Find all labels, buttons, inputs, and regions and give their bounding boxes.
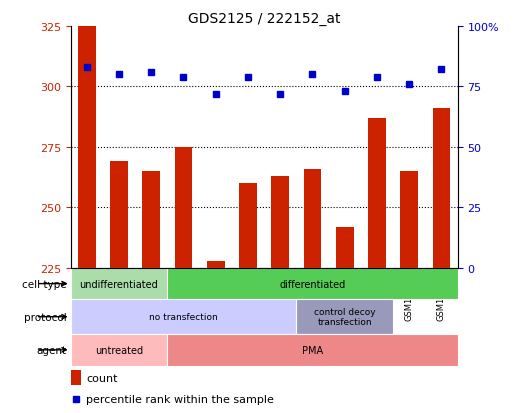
Bar (207, 261, 224, 268)
Bar (167, 334, 458, 366)
Bar (304, 169, 321, 268)
Text: agent: agent (37, 345, 67, 355)
Bar (167, 268, 458, 300)
Bar (401, 172, 418, 268)
Text: no transfection: no transfection (149, 313, 218, 321)
Bar (336, 227, 354, 268)
Bar (110, 162, 128, 268)
Text: control decoy
transfection: control decoy transfection (314, 307, 376, 327)
Bar (368, 119, 386, 268)
Bar (175, 147, 192, 268)
Text: untreated: untreated (95, 345, 143, 355)
Bar (71, 268, 167, 300)
Bar (271, 176, 289, 268)
Title: GDS2125 / 222152_at: GDS2125 / 222152_at (188, 12, 340, 26)
Bar (142, 172, 160, 268)
Text: differentiated: differentiated (279, 279, 346, 289)
Text: undifferentiated: undifferentiated (79, 279, 158, 289)
Text: percentile rank within the sample: percentile rank within the sample (86, 394, 274, 404)
Text: PMA: PMA (302, 345, 323, 355)
Bar (239, 184, 257, 268)
Bar (78, 27, 96, 268)
Bar (297, 300, 393, 334)
Bar (71, 370, 82, 385)
Bar (71, 334, 167, 366)
Bar (71, 300, 297, 334)
Bar (433, 109, 450, 268)
Text: protocol: protocol (24, 312, 67, 322)
Text: count: count (86, 373, 118, 383)
Text: cell type: cell type (22, 279, 67, 289)
